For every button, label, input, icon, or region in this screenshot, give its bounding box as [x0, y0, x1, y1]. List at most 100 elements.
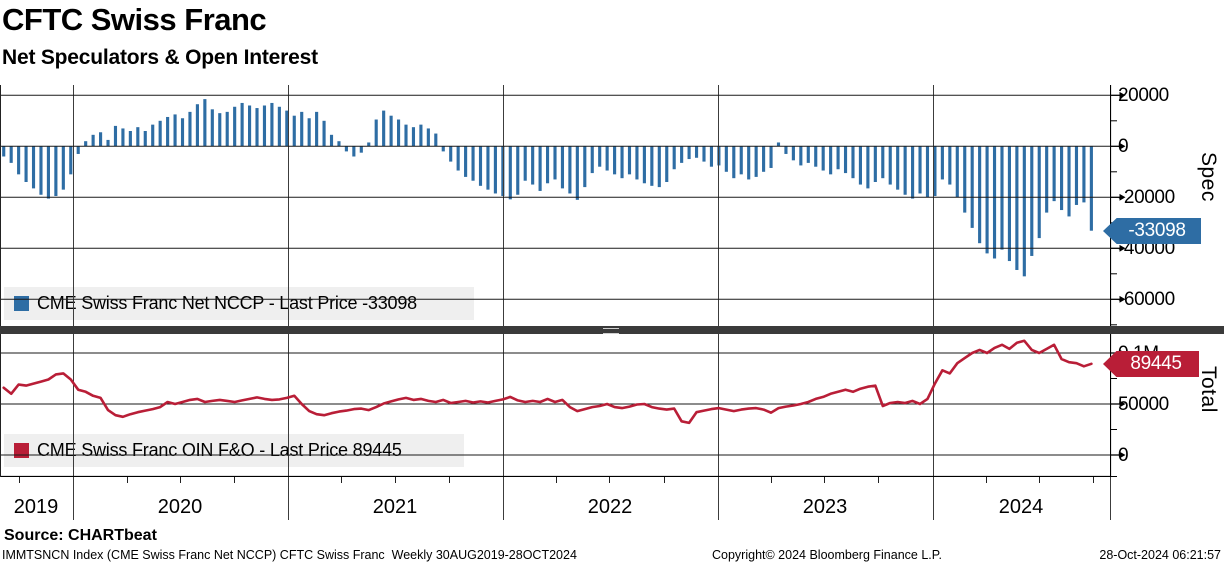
x-axis-year-label: 2020	[157, 496, 203, 518]
spec-bar	[903, 146, 907, 195]
spec-bar	[1030, 146, 1034, 256]
x-axis-minor-tick	[1093, 477, 1095, 483]
spec-legend-label: CME Swiss Franc Net NCCP - Last Price -3…	[37, 293, 417, 313]
spec-bar	[31, 146, 36, 189]
spec-bar	[911, 146, 915, 199]
spec-bar	[9, 146, 13, 163]
source-label: Source: CHARTbeat	[4, 527, 157, 544]
spec-bar	[99, 132, 103, 147]
spec-bar	[992, 146, 997, 259]
spec-bar	[769, 146, 773, 168]
tick-arrow-icon	[1119, 193, 1126, 201]
spec-bar	[918, 146, 922, 194]
spec-bar	[1045, 146, 1049, 213]
spec-bar	[248, 105, 252, 147]
spec-bar	[702, 146, 706, 162]
x-axis-minor-tick	[878, 477, 880, 483]
spec-bar	[694, 146, 699, 158]
spec-bar	[1089, 146, 1093, 231]
spec-bar	[791, 146, 795, 161]
spec-bar	[590, 146, 594, 174]
x-axis-year-label: 2022	[587, 496, 633, 518]
x-axis-minor-tick	[234, 477, 236, 483]
spec-bar	[1052, 146, 1056, 202]
spec-bar	[158, 120, 162, 147]
spec-bar	[709, 146, 714, 167]
spec-bar	[635, 146, 639, 180]
panel-splitter[interactable]	[0, 326, 1224, 334]
statusbar-ticker-info: IMMTSNCN Index (CME Swiss Franc Net NCCP…	[2, 548, 577, 562]
tick-arrow-icon	[1119, 295, 1126, 303]
spec-bar	[285, 110, 289, 147]
spec-bar	[315, 111, 319, 147]
total-panel-label: Total	[1197, 366, 1220, 413]
spec-bar	[307, 118, 311, 147]
spec-bar	[1007, 146, 1011, 262]
spec-bar	[829, 146, 833, 175]
spec-bar	[739, 146, 743, 175]
year-separator	[288, 477, 289, 520]
tick-arrow-icon	[1119, 451, 1126, 459]
spec-bar	[396, 119, 401, 147]
spec-axis-tick-label: -60000	[1118, 289, 1175, 310]
spec-bar	[747, 146, 751, 180]
spec-bar	[799, 146, 803, 166]
spec-bar	[925, 146, 930, 198]
x-axis-minor-tick	[770, 477, 772, 483]
spec-bar	[106, 139, 110, 147]
x-axis-minor-tick	[985, 477, 987, 483]
spec-bar	[188, 111, 192, 147]
spec-bar	[203, 99, 207, 147]
x-axis-minor-tick	[609, 477, 611, 483]
spec-bar	[337, 141, 341, 147]
spec-axis-tick-label: 20000	[1118, 85, 1169, 106]
spec-last-price-tag: -33098	[1103, 218, 1201, 244]
spec-bar	[225, 111, 229, 147]
spec-bar	[613, 146, 617, 175]
x-axis-minor-tick	[394, 477, 396, 483]
tick-arrow-icon	[1119, 91, 1126, 99]
spec-bar	[1082, 146, 1086, 203]
spec-bar	[672, 146, 676, 170]
x-axis-year-label: 2019	[13, 496, 59, 518]
spec-bar	[873, 146, 877, 182]
x-axis-minor-tick	[824, 477, 825, 483]
x-axis-minor-tick	[1039, 477, 1041, 483]
spec-bar	[359, 146, 363, 153]
spec-bar	[69, 146, 73, 175]
spec-bar	[426, 128, 430, 147]
spec-bar	[441, 146, 445, 152]
chart-plot	[0, 85, 1110, 477]
total-legend-swatch-icon	[14, 443, 29, 458]
spec-bar	[881, 146, 885, 179]
spec-bar	[650, 146, 654, 186]
spec-bar	[516, 146, 520, 195]
spec-bar	[493, 146, 497, 194]
spec-bar	[2, 146, 6, 157]
x-axis-year-label: 2024	[998, 496, 1044, 518]
spec-legend: CME Swiss Franc Net NCCP - Last Price -3…	[4, 287, 474, 320]
spec-bar	[113, 125, 118, 147]
x-axis-minor-tick	[448, 477, 450, 483]
x-axis-minor-tick	[126, 477, 128, 483]
spec-bar	[180, 118, 185, 147]
spec-bar	[970, 146, 974, 228]
spec-bar	[456, 146, 460, 171]
spec-bar	[627, 146, 632, 175]
spec-bar	[1060, 146, 1064, 211]
spec-bar	[210, 109, 214, 147]
spec-bar	[382, 110, 386, 147]
year-separator	[933, 477, 934, 520]
spec-bar	[657, 146, 661, 188]
x-axis-minor-tick	[18, 477, 20, 483]
spec-bar	[680, 146, 684, 163]
spec-bar	[851, 146, 855, 179]
splitter-grip-icon[interactable]	[603, 328, 619, 334]
spec-bar	[270, 102, 274, 147]
spec-bar	[121, 128, 125, 147]
spec-bar	[434, 133, 438, 147]
spec-bar	[61, 146, 65, 190]
statusbar-timestamp: 28-Oct-2024 06:21:57	[1099, 548, 1221, 562]
spec-bar	[724, 146, 728, 172]
